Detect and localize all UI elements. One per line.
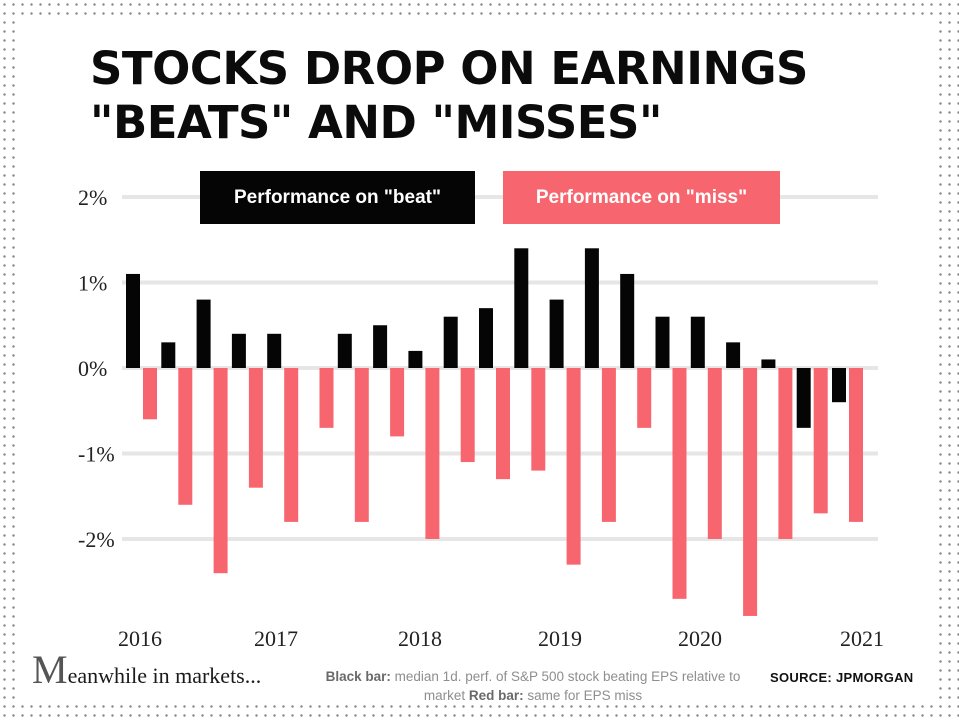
miss-bar (143, 368, 157, 420)
chart-title: STOCKS DROP ON EARNINGS "BEATS" AND "MIS… (90, 42, 808, 150)
beat-bar (408, 350, 423, 368)
miss-bar (601, 368, 616, 522)
beat-bar (761, 359, 776, 368)
miss-bar (178, 368, 193, 505)
miss-bar (496, 368, 510, 480)
legend-miss: Performance on "miss" (503, 171, 780, 224)
brand-logo: M eanwhile in markets... (32, 650, 261, 690)
x-tick-label: 2020 (678, 626, 722, 651)
miss-bar (672, 368, 687, 599)
beat-bar (655, 316, 670, 368)
beat-bar (231, 333, 246, 368)
miss-bar (849, 368, 863, 522)
miss-bar (354, 368, 369, 522)
x-tick-label: 2017 (254, 626, 298, 651)
miss-bar (213, 368, 228, 574)
beat-bar (373, 325, 388, 368)
x-tick-label: 2019 (538, 626, 582, 651)
y-tick-label: -2% (78, 527, 115, 552)
beat-bar (620, 273, 635, 368)
miss-bar (425, 368, 440, 539)
x-tick-label: 2018 (398, 626, 442, 651)
beat-bar (479, 308, 493, 368)
beat-bar (549, 299, 564, 368)
miss-bar (707, 368, 722, 539)
miss-bar (778, 368, 793, 539)
x-tick-label: 2021 (840, 626, 884, 651)
beat-bar (196, 299, 211, 368)
miss-bar (319, 368, 334, 428)
beat-bar (726, 342, 741, 368)
beat-bar (337, 333, 352, 368)
miss-bar (813, 368, 828, 514)
footnote: Black bar: median 1d. perf. of S&P 500 s… (304, 667, 762, 705)
miss-bar (460, 368, 475, 463)
y-tick-label: 2% (78, 185, 107, 210)
miss-bar (531, 368, 546, 471)
beat-bar (126, 273, 140, 368)
beat-bar (443, 316, 458, 368)
y-tick-label: 0% (78, 356, 107, 381)
miss-bar (390, 368, 405, 437)
y-tick-label: 1% (78, 271, 107, 296)
miss-bar (743, 368, 758, 616)
logo-initial: M (32, 647, 68, 692)
beat-bar (690, 316, 705, 368)
miss-bar (248, 368, 263, 488)
miss-bar (566, 368, 581, 565)
title-line-2: "BEATS" AND "MISSES" (90, 96, 662, 149)
x-tick-label: 2016 (118, 626, 162, 651)
beat-bar (796, 368, 811, 428)
beat-bar (267, 333, 282, 368)
logo-text: eanwhile in markets... (67, 663, 262, 688)
y-tick-label: -1% (78, 442, 115, 467)
miss-bar (637, 368, 652, 428)
beat-bar (584, 248, 599, 368)
miss-bar (284, 368, 299, 522)
beat-bar (161, 342, 176, 368)
beat-bar (514, 248, 529, 368)
title-line-1: STOCKS DROP ON EARNINGS (90, 42, 808, 95)
beat-bar (832, 368, 846, 403)
note-black-label: Black bar: (325, 669, 391, 684)
legend-beat: Performance on "beat" (200, 171, 475, 224)
source-credit: SOURCE: JPMORGAN (770, 670, 914, 685)
note-black-text: median 1d. perf. of S&P 500 stock beatin… (390, 669, 741, 703)
note-red-text: same for EPS miss (523, 688, 643, 703)
note-red-label: Red bar: (468, 688, 524, 703)
